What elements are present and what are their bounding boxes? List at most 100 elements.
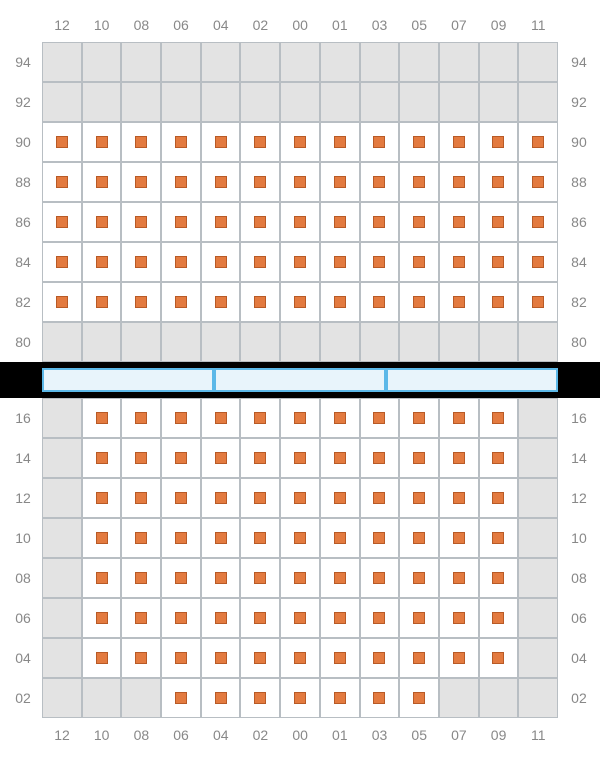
seat-cell[interactable] <box>439 122 479 162</box>
seat-cell[interactable] <box>399 478 439 518</box>
seat-cell[interactable] <box>161 282 201 322</box>
seat-cell[interactable] <box>82 638 122 678</box>
seat-cell[interactable] <box>280 202 320 242</box>
seat-cell[interactable] <box>479 558 519 598</box>
seat-cell[interactable] <box>240 282 280 322</box>
seat-cell[interactable] <box>280 478 320 518</box>
seat-cell[interactable] <box>439 638 479 678</box>
seat-cell[interactable] <box>201 598 241 638</box>
seat-cell[interactable] <box>240 678 280 718</box>
seat-cell[interactable] <box>280 638 320 678</box>
seat-cell[interactable] <box>240 242 280 282</box>
seat-cell[interactable] <box>479 518 519 558</box>
seat-cell[interactable] <box>439 518 479 558</box>
seat-cell[interactable] <box>82 202 122 242</box>
seat-cell[interactable] <box>121 202 161 242</box>
seat-cell[interactable] <box>201 438 241 478</box>
seat-cell[interactable] <box>82 122 122 162</box>
seat-cell[interactable] <box>320 638 360 678</box>
seat-cell[interactable] <box>161 558 201 598</box>
seat-cell[interactable] <box>240 438 280 478</box>
seat-cell[interactable] <box>42 122 82 162</box>
seat-cell[interactable] <box>360 598 400 638</box>
seat-cell[interactable] <box>439 162 479 202</box>
seat-cell[interactable] <box>121 598 161 638</box>
seat-cell[interactable] <box>518 162 558 202</box>
seat-cell[interactable] <box>82 598 122 638</box>
seat-cell[interactable] <box>399 438 439 478</box>
seat-cell[interactable] <box>320 162 360 202</box>
seat-cell[interactable] <box>439 598 479 638</box>
seat-cell[interactable] <box>280 438 320 478</box>
seat-cell[interactable] <box>399 638 439 678</box>
seat-cell[interactable] <box>280 162 320 202</box>
seat-cell[interactable] <box>399 398 439 438</box>
seat-cell[interactable] <box>320 202 360 242</box>
seat-cell[interactable] <box>479 242 519 282</box>
seat-cell[interactable] <box>161 122 201 162</box>
seat-cell[interactable] <box>240 202 280 242</box>
seat-cell[interactable] <box>320 678 360 718</box>
seat-cell[interactable] <box>280 122 320 162</box>
seat-cell[interactable] <box>439 202 479 242</box>
seat-cell[interactable] <box>439 282 479 322</box>
seat-cell[interactable] <box>360 398 400 438</box>
seat-cell[interactable] <box>240 398 280 438</box>
seat-cell[interactable] <box>121 438 161 478</box>
seat-cell[interactable] <box>161 202 201 242</box>
seat-cell[interactable] <box>201 638 241 678</box>
seat-cell[interactable] <box>42 162 82 202</box>
seat-cell[interactable] <box>479 162 519 202</box>
seat-cell[interactable] <box>161 162 201 202</box>
seat-cell[interactable] <box>82 162 122 202</box>
seat-cell[interactable] <box>360 558 400 598</box>
seat-cell[interactable] <box>280 678 320 718</box>
seat-cell[interactable] <box>82 282 122 322</box>
seat-cell[interactable] <box>360 122 400 162</box>
seat-cell[interactable] <box>360 162 400 202</box>
seat-cell[interactable] <box>280 598 320 638</box>
seat-cell[interactable] <box>479 202 519 242</box>
seat-cell[interactable] <box>82 438 122 478</box>
seat-cell[interactable] <box>82 558 122 598</box>
seat-cell[interactable] <box>121 398 161 438</box>
seat-cell[interactable] <box>479 282 519 322</box>
seat-cell[interactable] <box>518 122 558 162</box>
seat-cell[interactable] <box>360 242 400 282</box>
seat-cell[interactable] <box>360 438 400 478</box>
seat-cell[interactable] <box>518 282 558 322</box>
seat-cell[interactable] <box>320 598 360 638</box>
seat-cell[interactable] <box>161 598 201 638</box>
seat-cell[interactable] <box>201 478 241 518</box>
seat-cell[interactable] <box>360 518 400 558</box>
seat-cell[interactable] <box>121 518 161 558</box>
seat-cell[interactable] <box>82 242 122 282</box>
seat-cell[interactable] <box>399 282 439 322</box>
seat-cell[interactable] <box>240 518 280 558</box>
seat-cell[interactable] <box>240 638 280 678</box>
seat-cell[interactable] <box>479 598 519 638</box>
seat-cell[interactable] <box>479 638 519 678</box>
seat-cell[interactable] <box>320 282 360 322</box>
seat-cell[interactable] <box>201 518 241 558</box>
seat-cell[interactable] <box>161 638 201 678</box>
seat-cell[interactable] <box>121 282 161 322</box>
seat-cell[interactable] <box>320 122 360 162</box>
seat-cell[interactable] <box>161 438 201 478</box>
seat-cell[interactable] <box>360 282 400 322</box>
seat-cell[interactable] <box>121 122 161 162</box>
seat-cell[interactable] <box>399 598 439 638</box>
seat-cell[interactable] <box>399 122 439 162</box>
seat-cell[interactable] <box>360 202 400 242</box>
seat-cell[interactable] <box>360 678 400 718</box>
seat-cell[interactable] <box>121 478 161 518</box>
seat-cell[interactable] <box>320 438 360 478</box>
seat-cell[interactable] <box>320 242 360 282</box>
seat-cell[interactable] <box>240 162 280 202</box>
seat-cell[interactable] <box>360 638 400 678</box>
seat-cell[interactable] <box>320 558 360 598</box>
seat-cell[interactable] <box>280 242 320 282</box>
seat-cell[interactable] <box>280 518 320 558</box>
seat-cell[interactable] <box>280 398 320 438</box>
seat-cell[interactable] <box>320 478 360 518</box>
